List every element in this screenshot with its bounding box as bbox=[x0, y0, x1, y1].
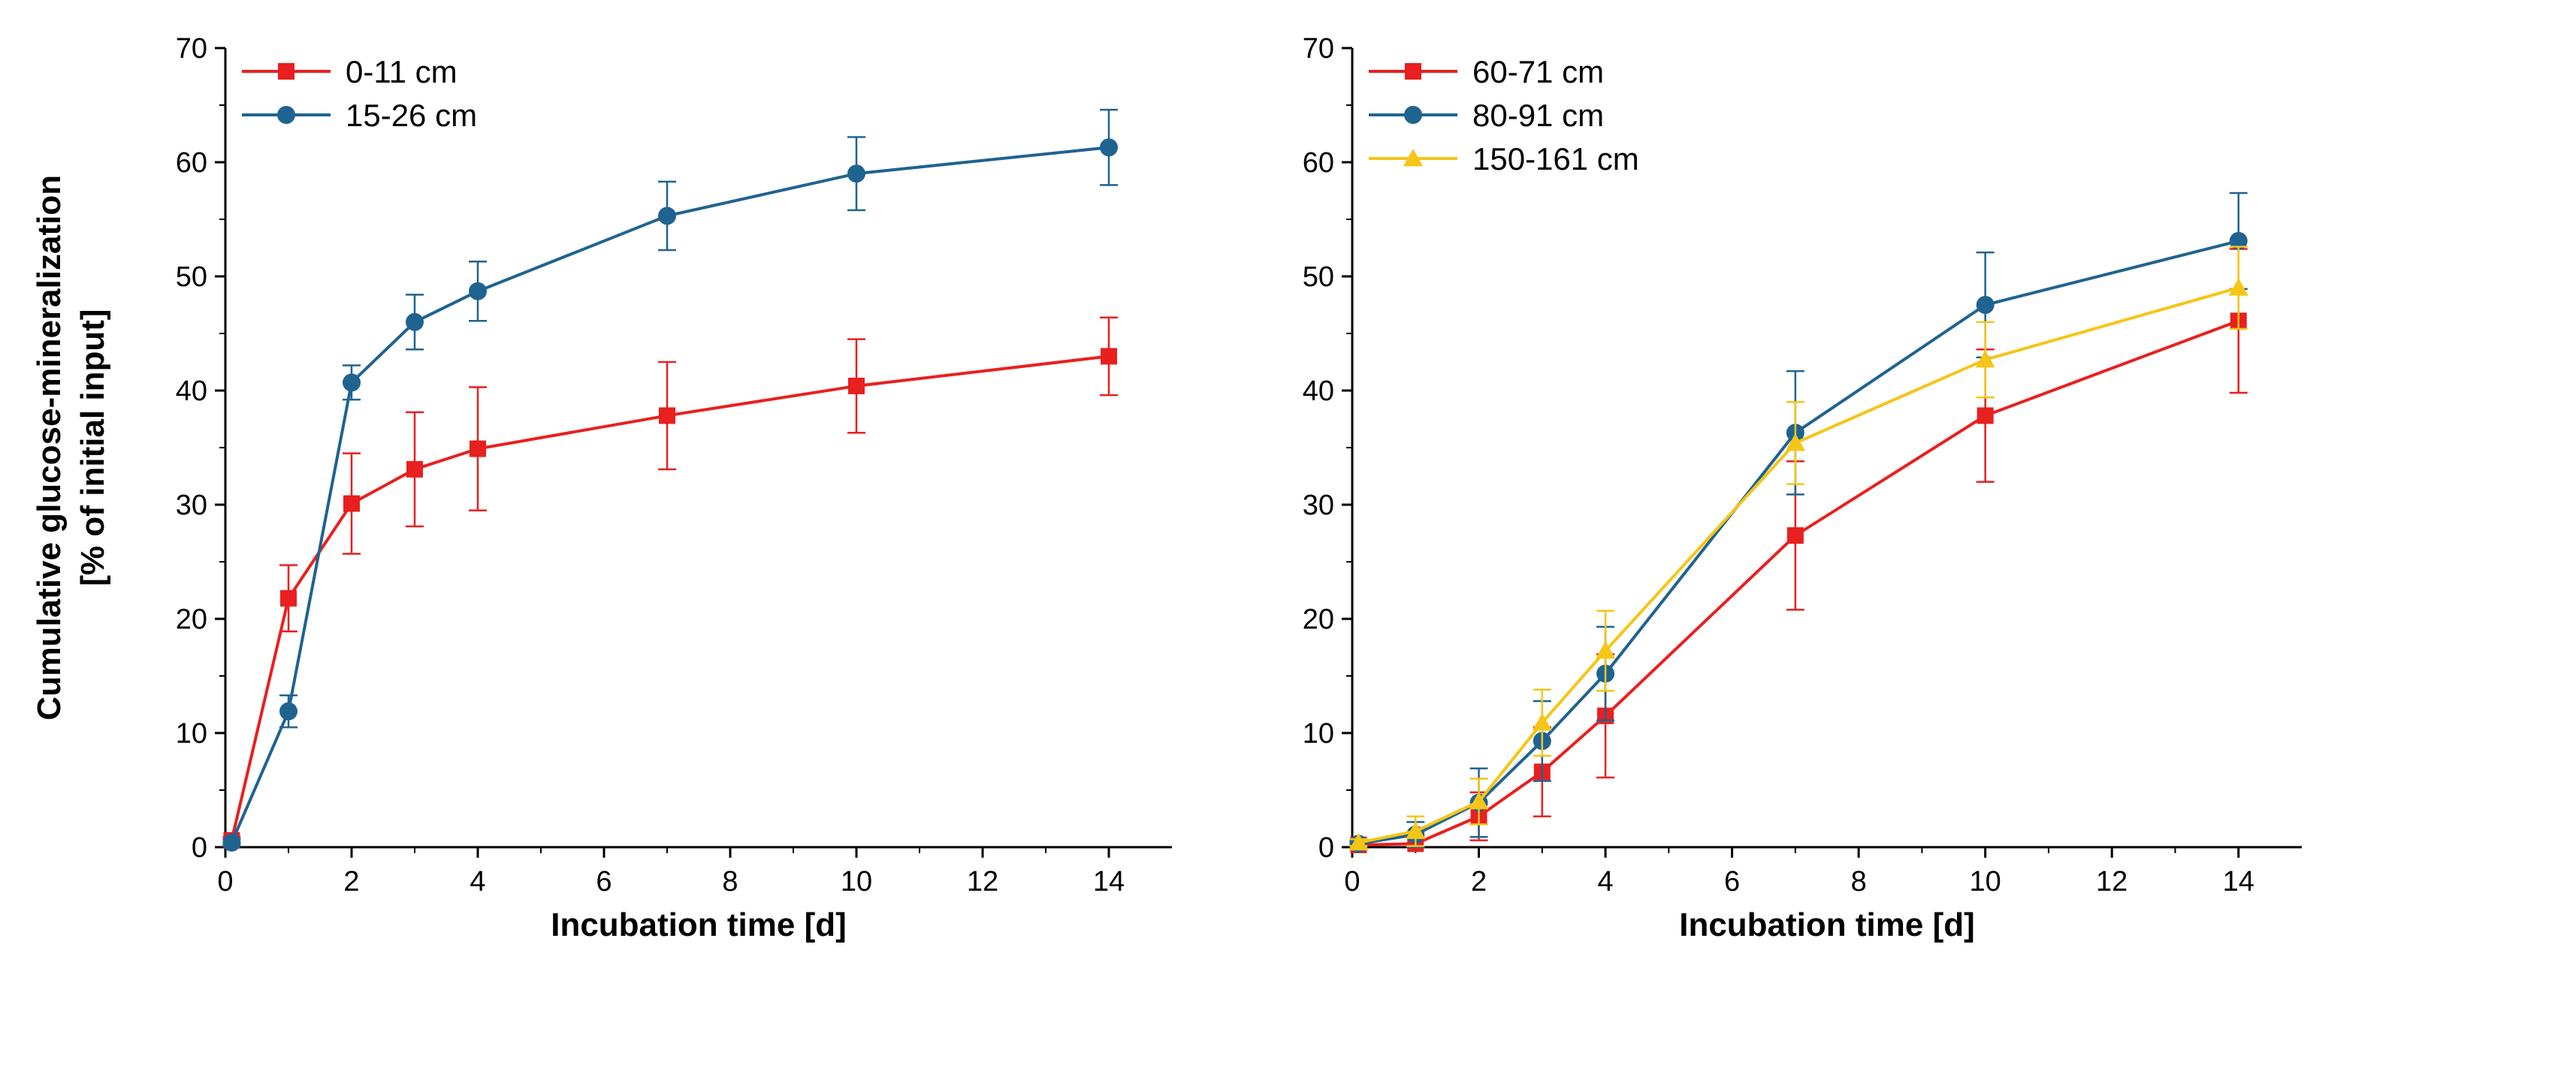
y-tick-label: 70 bbox=[176, 33, 207, 65]
x-tick-label: 2 bbox=[1471, 866, 1487, 897]
series-line bbox=[230, 354, 1110, 841]
x-tick-label: 14 bbox=[2223, 866, 2254, 897]
legend-marker bbox=[1403, 149, 1423, 167]
data-point bbox=[1596, 641, 1616, 659]
y-tick-label: 40 bbox=[1303, 376, 1334, 407]
data-point bbox=[847, 164, 865, 183]
legend-label: 0-11 cm bbox=[346, 54, 458, 89]
x-tick-label: 8 bbox=[1851, 866, 1867, 897]
data-point bbox=[1977, 407, 1994, 424]
x-tick-label: 8 bbox=[722, 866, 738, 897]
y-tick-label: 50 bbox=[1303, 261, 1334, 293]
x-tick-label: 12 bbox=[2096, 866, 2128, 897]
data-point bbox=[1976, 296, 1995, 314]
data-point bbox=[1406, 821, 1426, 840]
y-tick-label: 0 bbox=[192, 832, 207, 864]
data-point bbox=[469, 282, 487, 300]
x-axis-title: Incubation time [d] bbox=[551, 907, 847, 943]
data-point bbox=[406, 312, 424, 331]
data-point bbox=[343, 495, 360, 512]
legend-label: 150-161 cm bbox=[1472, 141, 1639, 176]
legend-marker bbox=[1405, 63, 1421, 80]
series-150-161-cm bbox=[1348, 246, 2248, 851]
series-line bbox=[230, 146, 1110, 843]
y-tick-label: 60 bbox=[176, 147, 207, 179]
x-tick-label: 4 bbox=[1597, 866, 1613, 897]
data-point bbox=[658, 207, 676, 225]
x-tick-label: 10 bbox=[841, 866, 872, 897]
data-point bbox=[1101, 348, 1117, 365]
series-80-91-cm bbox=[1349, 192, 2248, 853]
legend-label: 80-91 cm bbox=[1472, 98, 1604, 133]
data-point bbox=[1100, 138, 1118, 157]
data-point bbox=[659, 407, 675, 424]
series-line bbox=[1358, 286, 2239, 844]
y-axis-title: Cumulative glucose-mineralization bbox=[31, 175, 68, 720]
right-chart-panel: 0 2 4 6 8 10 12 14 0 10 20 30 40 50 60 70 Incubation tim… bbox=[1303, 33, 2302, 943]
x-axis-title: Incubation time [d] bbox=[1679, 907, 1975, 943]
legend-label: 15-26 cm bbox=[346, 98, 477, 133]
x-tick-label: 12 bbox=[967, 866, 998, 897]
x-tick-label: 6 bbox=[596, 866, 612, 897]
data-point bbox=[848, 377, 865, 394]
y-tick-label: 20 bbox=[1303, 604, 1334, 635]
data-point bbox=[1348, 832, 1369, 851]
y-tick-label: 0 bbox=[1318, 832, 1334, 864]
legend-marker bbox=[1404, 106, 1422, 124]
x-tick-label: 10 bbox=[1970, 866, 2001, 897]
legend: 0-11 cm 15-26 cm bbox=[242, 54, 477, 133]
series-line bbox=[1358, 319, 2239, 846]
data-point bbox=[1785, 433, 1805, 451]
data-point bbox=[406, 460, 423, 478]
x-tick-label: 0 bbox=[217, 866, 233, 897]
y-tick-label: 50 bbox=[176, 261, 207, 293]
x-tick-label: 14 bbox=[1093, 866, 1125, 897]
x-tick-label: 4 bbox=[470, 866, 485, 897]
y-tick-label: 40 bbox=[176, 376, 207, 407]
data-point bbox=[470, 440, 486, 457]
x-tick-label: 2 bbox=[343, 866, 359, 897]
data-point bbox=[1975, 349, 1995, 368]
y-tick-label: 70 bbox=[1303, 33, 1334, 65]
series-0-11-cm bbox=[222, 316, 1118, 849]
series-line bbox=[1358, 239, 2239, 846]
series-60-71-cm bbox=[1349, 248, 2248, 853]
y-tick-label: 30 bbox=[176, 490, 207, 521]
y-tick-label: 10 bbox=[176, 718, 207, 750]
data-point bbox=[1532, 713, 1552, 731]
data-point bbox=[343, 373, 361, 392]
data-point bbox=[2229, 231, 2248, 250]
series-15-26-cm bbox=[222, 108, 1118, 852]
left-chart-panel: 0 2 4 6 8 10 12 14 0 10 20 30 40 50 60 70 Incubation tim… bbox=[31, 33, 1172, 943]
data-point bbox=[280, 590, 297, 607]
data-point bbox=[1469, 792, 1489, 810]
legend-marker bbox=[277, 106, 295, 124]
data-point bbox=[279, 702, 297, 721]
legend: 60-71 cm 80-91 cm 150-161 cm bbox=[1369, 54, 1639, 176]
y-tick-label: 20 bbox=[176, 604, 207, 635]
legend-label: 60-71 cm bbox=[1472, 54, 1604, 89]
data-point bbox=[222, 833, 241, 852]
legend-marker bbox=[278, 63, 294, 80]
y-tick-label: 30 bbox=[1303, 490, 1334, 521]
data-point bbox=[1786, 527, 1804, 545]
x-tick-label: 0 bbox=[1344, 866, 1360, 897]
x-tick-label: 6 bbox=[1724, 866, 1740, 897]
y-tick-label: 10 bbox=[1303, 718, 1334, 750]
y-tick-label: 60 bbox=[1303, 147, 1334, 179]
y-axis-title: [% of initial input] bbox=[74, 309, 111, 586]
data-point bbox=[2228, 278, 2248, 296]
